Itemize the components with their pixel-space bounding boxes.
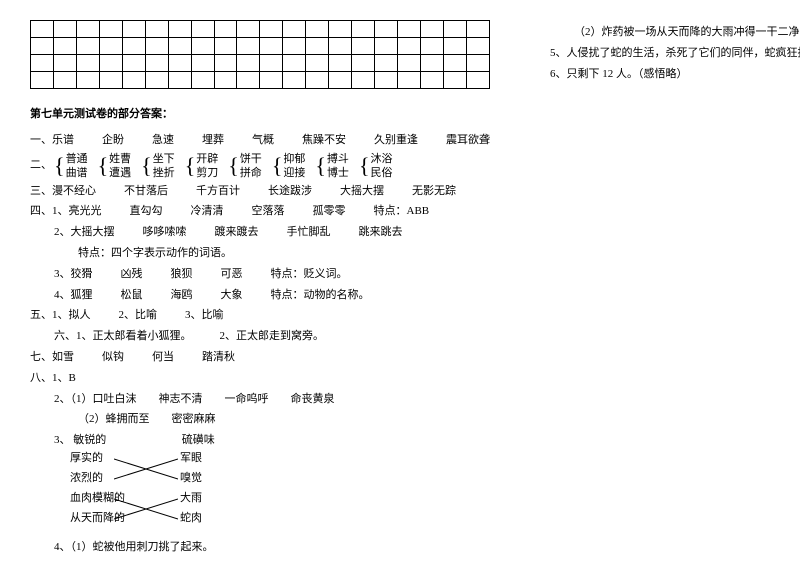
word-pair: {姓曹遭遇: [98, 152, 132, 181]
q4-row: 四、1、亮光光直勾勾冷清清空落落孤零零特点：ABB: [30, 202, 490, 222]
q8-r4a: 4、（1）蛇被他用刺刀挑了起来。: [30, 538, 490, 558]
word-pair: {饼干拼命: [228, 152, 262, 181]
q7-label: 七、: [30, 351, 52, 363]
q2: 二、 {普通曲谱 {姓曹遭遇 {坐下挫折 {开辟剪刀 {饼干拼命 {抑郁迎接 {搏斗博士 {沐…: [30, 152, 490, 181]
q8-r2a: 2、（1）口吐白沫 神志不清 一命呜呼 命丧黄泉: [30, 390, 490, 410]
q5: 五、1、拟人2、比喻3、比喻: [30, 306, 490, 326]
cross-right-1: 军眼: [180, 453, 202, 464]
q8-r3-first-right: 硫磺味: [182, 434, 215, 446]
answer-grid: [30, 20, 490, 89]
cross-right-3: 大雨: [180, 493, 202, 504]
q2-label: 二、: [30, 156, 54, 176]
word-pair: {抑郁迎接: [272, 152, 306, 181]
right-line-1: 5、人侵扰了蛇的生活，杀死了它们的同伴，蛇疯狂报复。: [550, 44, 800, 64]
word-pair: {沐浴民俗: [359, 152, 393, 181]
right-line-0: （2）炸药被一场从天而降的大雨冲得一干二净。: [550, 23, 800, 43]
word-pair: {开辟剪刀: [185, 152, 219, 181]
q5-label: 五、: [30, 309, 52, 321]
word-pair: {坐下挫折: [141, 152, 175, 181]
q8-r3-first-left: 敏锐的: [73, 434, 106, 446]
q6-label: 六、: [54, 330, 76, 342]
q4-row: 4、狐狸松鼠海鸥大象特点：动物的名称。: [30, 286, 490, 306]
cross-lines-icon: [114, 455, 178, 535]
q8-r1: 八、1、B: [30, 369, 490, 389]
q6: 六、1、正太郎看着小狐狸。2、正太郎走到窝旁。: [30, 327, 490, 347]
cross-right-2: 嗅觉: [180, 473, 202, 484]
q8-r1-text: 1、B: [52, 372, 76, 384]
q8-r3: 3、 敏锐的 硫磺味: [30, 431, 490, 451]
cross-match: 厚实的 浓烈的 血肉模糊的 从天而降的 军眼 嗅觉 大雨 蛇肉: [70, 453, 250, 537]
q8-label: 八、: [30, 372, 52, 384]
q4-row: 3、狡猾凶残狼狈可恶特点：贬义词。: [30, 265, 490, 285]
q4: 四、1、亮光光直勾勾冷清清空落落孤零零特点：ABB2、大摇大摆哆哆嗦嗦踱来踱去手…: [30, 202, 490, 305]
cross-left-2: 浓烈的: [70, 473, 103, 484]
right-line-2: 6、只剩下 12 人。（感悟略）: [550, 65, 800, 85]
q1: 一、乐谱企盼急速埋葬气概焦躁不安久别重逢震耳欲聋: [30, 131, 490, 151]
q4-row: 2、大摇大摆哆哆嗦嗦踱来踱去手忙脚乱跳来跳去: [30, 223, 490, 243]
q4-row: 特点：四个字表示动作的词语。: [30, 244, 490, 264]
q7: 七、如雪似钩何当踏清秋: [30, 348, 490, 368]
cross-right-4: 蛇肉: [180, 513, 202, 524]
q3: 三、漫不经心不甘落后千方百计长途跋涉大摇大摆无影无踪: [30, 182, 490, 202]
q1-label: 一、: [30, 134, 52, 146]
q3-label: 三、: [30, 185, 52, 197]
word-pair: {普通曲谱: [54, 152, 88, 181]
q8-r3-label: 3、: [54, 434, 71, 446]
q8-r2b: （2）蜂拥而至 密密麻麻: [30, 410, 490, 430]
section-title: 第七单元测试卷的部分答案：: [30, 105, 490, 125]
cross-left-1: 厚实的: [70, 453, 103, 464]
right-column: （2）炸药被一场从天而降的大雨冲得一干二净。 5、人侵扰了蛇的生活，杀死了它们的…: [550, 20, 800, 559]
word-pair: {搏斗博士: [315, 152, 349, 181]
